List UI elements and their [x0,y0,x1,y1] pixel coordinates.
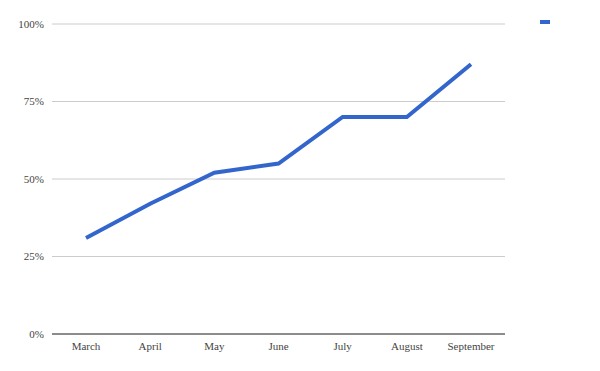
svg-text:25%: 25% [24,250,44,262]
svg-text:50%: 50% [24,173,44,185]
svg-text:June: June [268,340,288,352]
svg-text:September: September [447,340,494,352]
svg-text:August: August [391,340,423,352]
svg-text:75%: 75% [24,95,44,107]
svg-text:0%: 0% [29,328,44,340]
svg-text:100%: 100% [18,18,44,30]
svg-text:July: July [333,340,352,352]
svg-text:May: May [204,340,225,352]
svg-text:April: April [139,340,162,352]
svg-text:March: March [72,340,101,352]
